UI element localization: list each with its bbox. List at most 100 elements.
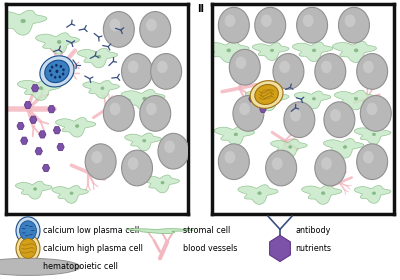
Circle shape [157,61,168,73]
Ellipse shape [20,239,36,258]
Ellipse shape [70,192,73,195]
Polygon shape [126,229,193,234]
Polygon shape [42,164,50,172]
Circle shape [357,53,388,89]
Polygon shape [24,101,32,109]
Polygon shape [20,137,28,144]
Circle shape [273,53,304,89]
Ellipse shape [354,97,358,100]
Text: nutrients: nutrients [295,244,331,253]
Circle shape [0,258,80,276]
Ellipse shape [354,49,358,52]
Circle shape [233,95,264,131]
Text: antibody: antibody [295,226,330,235]
Ellipse shape [34,188,37,190]
Polygon shape [354,185,391,203]
Polygon shape [323,139,364,158]
Circle shape [255,7,286,43]
Polygon shape [270,139,307,157]
Circle shape [315,53,346,89]
Ellipse shape [40,56,74,87]
Polygon shape [270,235,290,262]
Ellipse shape [57,40,61,44]
Circle shape [330,109,341,122]
Circle shape [363,61,374,73]
Ellipse shape [39,87,43,90]
Polygon shape [36,33,80,54]
Circle shape [357,144,388,179]
Polygon shape [334,90,375,110]
Circle shape [51,66,53,69]
Circle shape [164,141,175,153]
Circle shape [25,225,29,226]
Polygon shape [48,106,55,113]
Ellipse shape [372,133,376,136]
Ellipse shape [20,221,36,241]
Ellipse shape [372,192,376,195]
Circle shape [158,133,189,169]
Ellipse shape [343,146,347,148]
Polygon shape [35,148,42,155]
Circle shape [128,61,138,73]
Circle shape [122,150,152,186]
Ellipse shape [270,49,274,52]
Ellipse shape [322,192,325,195]
Circle shape [110,19,120,31]
Circle shape [236,57,246,69]
Polygon shape [77,48,118,68]
Circle shape [85,144,116,179]
Circle shape [58,76,61,78]
Circle shape [284,102,315,137]
Polygon shape [143,175,180,193]
Circle shape [224,15,235,27]
Polygon shape [0,10,47,35]
Ellipse shape [258,192,261,195]
Circle shape [91,151,102,164]
Circle shape [25,235,29,236]
Circle shape [366,103,377,115]
Circle shape [103,11,134,47]
Circle shape [103,95,134,131]
Polygon shape [302,185,342,204]
Ellipse shape [143,97,146,100]
Circle shape [229,49,260,85]
Ellipse shape [234,133,238,136]
Ellipse shape [45,60,69,83]
Circle shape [55,64,58,67]
Circle shape [360,95,391,131]
Polygon shape [205,41,249,63]
Polygon shape [125,133,161,151]
Circle shape [56,70,58,73]
Ellipse shape [267,97,271,100]
Ellipse shape [161,181,164,184]
Circle shape [338,7,370,43]
Ellipse shape [255,85,278,104]
Polygon shape [332,41,376,63]
Circle shape [31,230,35,231]
Ellipse shape [21,19,25,23]
Polygon shape [260,106,266,113]
Circle shape [22,228,26,229]
Polygon shape [249,95,255,102]
Circle shape [297,7,328,43]
Polygon shape [245,89,289,111]
Circle shape [146,103,157,115]
Circle shape [128,157,138,170]
Polygon shape [56,118,96,137]
Circle shape [122,53,152,89]
Polygon shape [354,127,391,144]
Text: stromal cell: stromal cell [183,226,230,235]
Polygon shape [32,85,39,92]
Polygon shape [294,91,331,109]
Circle shape [363,151,374,164]
Polygon shape [292,42,333,62]
Circle shape [218,7,249,43]
Polygon shape [30,116,37,123]
Polygon shape [57,143,64,151]
Ellipse shape [312,49,316,52]
Circle shape [140,11,171,47]
Circle shape [266,150,297,186]
Circle shape [151,53,182,89]
Circle shape [62,68,65,71]
Ellipse shape [101,87,104,90]
